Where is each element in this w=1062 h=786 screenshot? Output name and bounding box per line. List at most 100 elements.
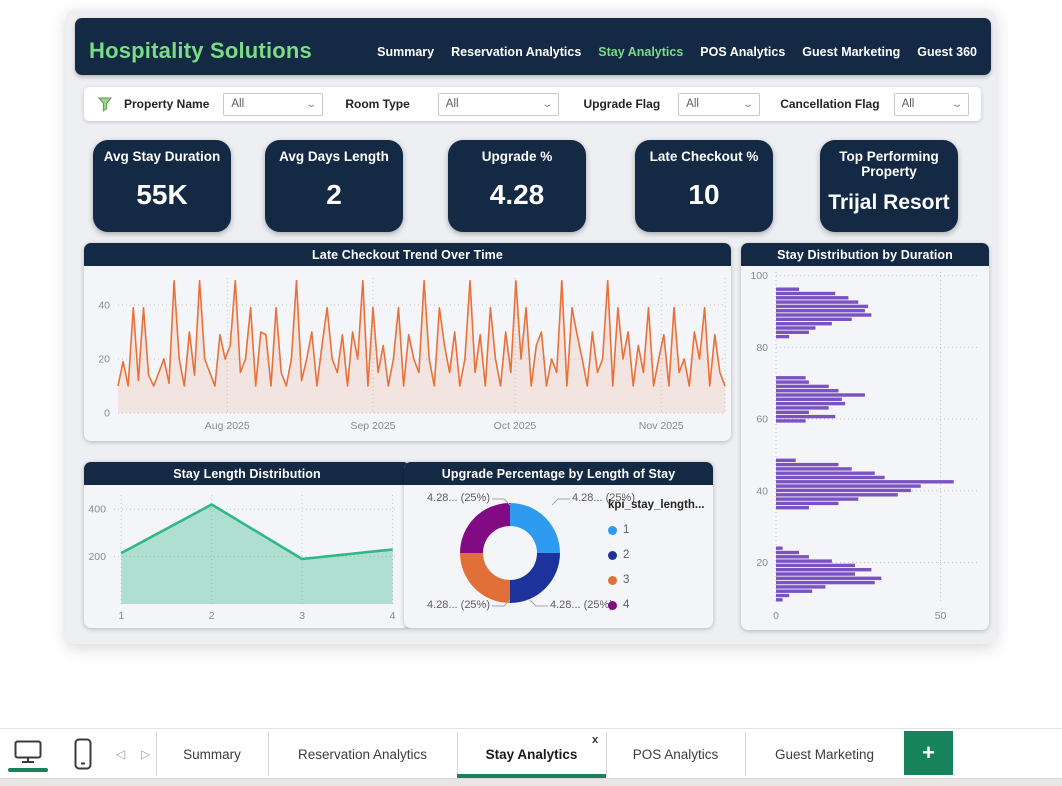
legend-item-2[interactable]: 2 <box>608 549 710 561</box>
filter-label-property-name: Property Name <box>124 97 210 111</box>
tab-divider <box>156 732 157 776</box>
legend-item-3[interactable]: 3 <box>608 574 710 586</box>
report-header: Hospitality Solutions Summary Reservatio… <box>75 18 991 75</box>
pie-label-slice-3: 4.28... (25%) <box>427 599 490 611</box>
filter-label-cancellation-flag: Cancellation Flag <box>780 97 880 111</box>
svg-text:200: 200 <box>88 551 106 563</box>
kpi-value: 2 <box>326 179 342 211</box>
svg-text:0: 0 <box>104 408 110 420</box>
kpi-label: Upgrade % <box>481 149 553 164</box>
legend-label: 3 <box>623 574 630 586</box>
legend-item-1[interactable]: 1 <box>608 524 710 536</box>
svg-text:Nov 2025: Nov 2025 <box>639 420 684 432</box>
chevron-down-icon: ⌄ <box>541 98 554 110</box>
header-nav: Summary Reservation Analytics Stay Analy… <box>377 35 991 59</box>
svg-text:80: 80 <box>756 342 768 354</box>
filter-value-cancellation-flag: All <box>901 98 915 110</box>
filter-value-property-name: All <box>231 98 245 110</box>
nav-item-pos-analytics[interactable]: POS Analytics <box>700 44 786 59</box>
active-tab-underline <box>457 774 606 778</box>
kpi-value: Trijal Resort <box>828 190 950 214</box>
legend-item-4[interactable]: 4 <box>608 599 710 611</box>
close-tab-icon[interactable]: x <box>592 734 599 746</box>
svg-text:Sep 2025: Sep 2025 <box>350 420 395 432</box>
svg-text:20: 20 <box>756 557 768 569</box>
legend-dot <box>608 575 617 585</box>
kpi-label: Avg Days Length <box>279 149 389 164</box>
chevron-down-icon: ⌄ <box>950 98 963 110</box>
legend-label: 4 <box>623 599 630 611</box>
prev-page-arrow-icon[interactable]: ◁ <box>116 747 126 761</box>
filter-label-upgrade-flag: Upgrade Flag <box>583 97 661 111</box>
chart-title: Upgrade Percentage by Length of Stay <box>404 462 713 485</box>
filter-value-room-type: All <box>445 98 459 110</box>
line-chart-late-checkout-trend[interactable]: 0 20 40 Aug 2025 Sep 2025 Oct 2025 Nov 2025 <box>84 266 731 441</box>
bar-chart-stay-distribution[interactable]: 20 40 60 80 100 0 50 <box>741 266 989 630</box>
page-tab-summary[interactable]: Summary <box>183 746 241 762</box>
page-tab-reservation-analytics[interactable]: Reservation Analytics <box>297 746 428 762</box>
svg-text:2: 2 <box>209 610 215 622</box>
chart-title: Late Checkout Trend Over Time <box>84 243 731 266</box>
svg-text:100: 100 <box>750 270 768 282</box>
desktop-view-icon[interactable] <box>14 740 42 769</box>
svg-text:Oct 2025: Oct 2025 <box>494 420 537 432</box>
chevron-down-icon: ⌄ <box>742 98 754 110</box>
svg-text:3: 3 <box>299 610 305 622</box>
add-page-button[interactable]: + <box>904 731 953 775</box>
svg-text:40: 40 <box>756 485 768 497</box>
page-tab-guest-marketing[interactable]: Guest Marketing <box>774 746 875 762</box>
tab-divider <box>745 732 746 776</box>
legend-dot <box>608 600 617 610</box>
svg-text:Aug 2025: Aug 2025 <box>205 420 250 432</box>
chart-title: Stay Length Distribution <box>84 462 410 485</box>
filter-dropdown-room-type[interactable]: All ⌄ <box>437 92 560 116</box>
panel-upgrade-percentage: Upgrade Percentage by Length of Stay 4.2… <box>404 462 713 628</box>
filter-funnel-icon <box>98 97 112 112</box>
report-canvas: Hospitality Solutions Summary Reservatio… <box>66 10 996 644</box>
legend-dot <box>608 550 617 560</box>
donut-chart-upgrade-percentage[interactable]: 4.28... (25%) 4.28... (25%) 4.28... (25%… <box>404 485 713 628</box>
filter-bar: Property Name All ⌄ Room Type All ⌄ Upgr… <box>84 87 981 121</box>
nav-item-summary[interactable]: Summary <box>377 44 435 59</box>
tab-divider <box>268 732 269 776</box>
legend-label: 1 <box>623 524 630 536</box>
kpi-label: Late Checkout % <box>649 149 759 164</box>
kpi-card-top-performing-property[interactable]: Top Performing Property Trijal Resort <box>820 140 958 232</box>
legend-label: 2 <box>623 549 630 561</box>
pie-label-slice-1: 4.28... (25%) <box>572 492 635 504</box>
bottom-strip <box>0 778 1062 786</box>
chart-legend: kpi_stay_length... 1 2 3 4 <box>608 499 710 611</box>
panel-stay-length-distribution: Stay Length Distribution 200 400 1 2 3 4 <box>84 462 410 628</box>
page-tab-pos-analytics[interactable]: POS Analytics <box>632 746 719 762</box>
kpi-card-avg-stay-duration[interactable]: Avg Stay Duration 55K <box>93 140 231 232</box>
kpi-value: 10 <box>688 179 720 211</box>
page-title: Hospitality Solutions <box>89 37 312 63</box>
nav-item-guest-marketing[interactable]: Guest Marketing <box>802 44 901 59</box>
filter-value-upgrade-flag: All <box>686 98 699 110</box>
area-chart-stay-length-distribution[interactable]: 200 400 1 2 3 4 <box>84 485 410 628</box>
chart-title: Stay Distribution by Duration <box>741 243 989 266</box>
chevron-down-icon: ⌄ <box>305 98 318 110</box>
panel-late-checkout-trend: Late Checkout Trend Over Time 0 20 40 Aug 2… <box>84 243 731 441</box>
nav-item-guest-360[interactable]: Guest 360 <box>917 44 977 59</box>
kpi-card-late-checkout-percent[interactable]: Late Checkout % 10 <box>635 140 773 232</box>
kpi-label: Avg Stay Duration <box>103 149 221 164</box>
kpi-card-upgrade-percent[interactable]: Upgrade % 4.28 <box>448 140 586 232</box>
filter-dropdown-upgrade-flag[interactable]: All ⌄ <box>678 92 761 116</box>
nav-item-stay-analytics[interactable]: Stay Analytics <box>598 44 684 59</box>
svg-text:60: 60 <box>756 414 768 426</box>
kpi-card-avg-days-length[interactable]: Avg Days Length 2 <box>265 140 403 232</box>
next-page-arrow-icon[interactable]: ▷ <box>141 747 151 761</box>
svg-text:1: 1 <box>118 610 124 622</box>
tab-divider <box>457 732 458 776</box>
desktop-view-underline <box>8 768 48 772</box>
mobile-view-icon[interactable] <box>74 738 92 775</box>
svg-text:40: 40 <box>98 300 110 312</box>
filter-label-room-type: Room Type <box>345 97 410 111</box>
filter-dropdown-property-name[interactable]: All ⌄ <box>223 92 324 116</box>
nav-item-reservation-analytics[interactable]: Reservation Analytics <box>451 44 582 59</box>
page-tab-stay-analytics[interactable]: Stay Analytics <box>485 746 578 762</box>
filter-dropdown-cancellation-flag[interactable]: All ⌄ <box>893 92 969 116</box>
svg-text:20: 20 <box>98 354 110 366</box>
